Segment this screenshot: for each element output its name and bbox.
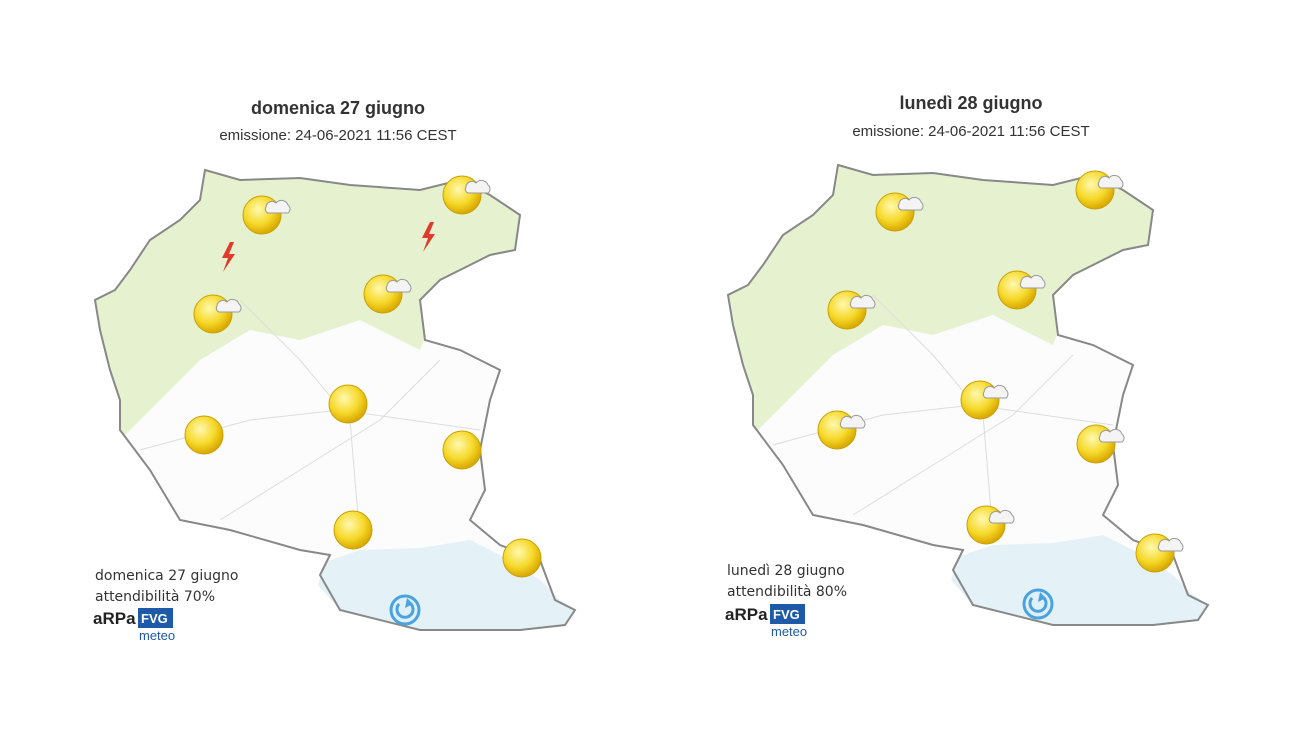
logo-meteo: meteo xyxy=(771,624,807,639)
issue-time: emissione: 24-06-2021 11:56 CEST xyxy=(852,123,1089,140)
region-map xyxy=(80,160,575,630)
logo-arpa: aRPa xyxy=(725,605,768,624)
logo-box xyxy=(770,604,805,624)
logo-fvg: FVG xyxy=(773,607,800,622)
reliability: attendibilità 70% xyxy=(95,589,215,605)
map-panel: domenica 27 giugno emissione: 24-06-2021… xyxy=(80,98,575,643)
reliability: attendibilità 80% xyxy=(727,584,847,600)
logo-box xyxy=(138,608,173,628)
footer-date: lunedì 28 giugno xyxy=(727,563,845,579)
map-title: domenica 27 giugno xyxy=(251,98,425,118)
map-title: lunedì 28 giugno xyxy=(900,93,1043,113)
issue-time: emissione: 24-06-2021 11:56 CEST xyxy=(219,127,456,144)
map-panel: lunedì 28 giugno emissione: 24-06-2021 1… xyxy=(713,93,1208,639)
logo-meteo: meteo xyxy=(139,628,175,643)
logo-fvg: FVG xyxy=(141,611,168,626)
footer-date: domenica 27 giugno xyxy=(95,568,238,584)
logo-arpa: aRPa xyxy=(93,609,136,628)
region-map xyxy=(713,155,1208,625)
